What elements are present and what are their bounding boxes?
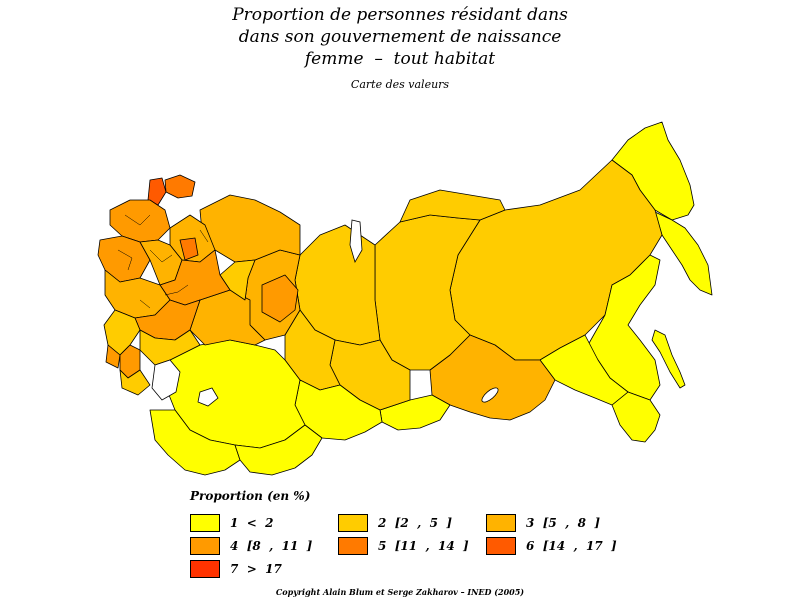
title-line-3: femme – tout habitat [304, 49, 496, 69]
legend-title: Proportion (en %) [190, 489, 311, 503]
legend-label-7: 7 > 17 [230, 562, 282, 576]
title-line-1: Proportion de personnes résidant dans [232, 5, 568, 25]
region-irkutsk [429, 334, 556, 421]
legend-label-6: 6 [14 , 17 ] [526, 539, 617, 553]
region-central-asia [149, 409, 241, 476]
region-turkestan [234, 424, 323, 476]
legend-item-1: 1 < 2 [190, 513, 273, 533]
legend-swatch-6 [486, 537, 516, 555]
region-kola [164, 174, 196, 199]
region-west-1 [109, 199, 171, 243]
lake-baikal [481, 387, 499, 403]
legend-item-7: 7 > 17 [190, 559, 282, 579]
copyright-text: Copyright Alain Blum et Serge Zakharov –… [275, 587, 525, 597]
region-crimea [105, 344, 121, 369]
legend-label-1: 1 < 2 [230, 516, 274, 530]
caspian-sea [151, 359, 181, 401]
aral-sea [197, 387, 219, 407]
legend-item-6: 6 [14 , 17 ] [486, 536, 617, 556]
gulf-ob [349, 219, 363, 264]
legend-label-5: 5 [11 , 14 ] [378, 539, 469, 553]
legend-label-4: 4 [8 , 11 ] [230, 539, 313, 553]
region-sakhalin [651, 329, 686, 389]
region-transcaucasia [119, 369, 151, 396]
legend-item-2: 2 [2 , 5 ] [338, 513, 452, 533]
legend-item-5: 5 [11 , 14 ] [338, 536, 469, 556]
legend-swatch-3 [486, 514, 516, 532]
legend-item-3: 3 [5 , 8 ] [486, 513, 600, 533]
region-taimyr [399, 189, 506, 223]
region-amur [539, 334, 629, 406]
region-primorye [611, 391, 661, 443]
legend-swatch-7 [190, 560, 220, 578]
region-kamchatka [654, 211, 713, 296]
region-moscow [179, 237, 199, 261]
legend-label-2: 2 [2 , 5 ] [378, 516, 453, 530]
legend-swatch-1 [190, 514, 220, 532]
legend-label-3: 3 [5 , 8 ] [526, 516, 601, 530]
region-tyva [379, 394, 451, 431]
title-line-2: dans son gouvernement de naissance [238, 27, 562, 47]
region-karelia [147, 177, 167, 206]
legend-swatch-4 [190, 537, 220, 555]
map-subtitle: Carte des valeurs [350, 78, 450, 91]
legend-swatch-5 [338, 537, 368, 555]
legend-item-4: 4 [8 , 11 ] [190, 536, 312, 556]
region-perm [261, 274, 299, 323]
map-title: Proportion de personnes résidant dans da… [0, 4, 800, 70]
region-southwest [139, 329, 201, 366]
legend-swatch-2 [338, 514, 368, 532]
